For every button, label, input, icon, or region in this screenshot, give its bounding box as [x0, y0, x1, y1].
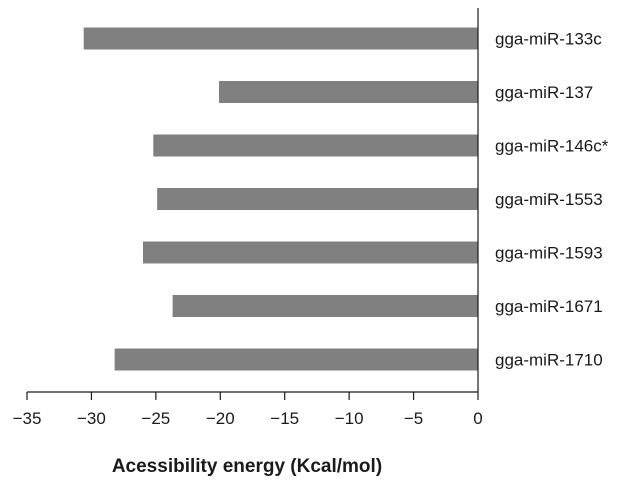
x-tick-label: −10	[335, 409, 364, 428]
x-tick-label: 0	[473, 409, 482, 428]
x-tick-label: −35	[13, 409, 42, 428]
bar-gga-mir-137	[218, 81, 479, 103]
category-label: gga-miR-1553	[495, 190, 603, 209]
category-label: gga-miR-137	[495, 83, 593, 102]
category-label: gga-miR-1710	[495, 351, 603, 370]
x-tick-label: −30	[77, 409, 106, 428]
x-axis-title: Acessibility energy (Kcal/mol)	[112, 456, 382, 477]
x-tick-label: −25	[141, 409, 170, 428]
category-label: gga-miR-146c*	[495, 137, 609, 156]
bar-gga-mir-1671	[172, 295, 478, 317]
bar-gga-mir-133c	[83, 27, 478, 50]
x-tick-label: −15	[270, 409, 299, 428]
category-labels-group: gga-miR-133c gga-miR-137 gga-miR-146c* gga-…	[495, 30, 609, 370]
bar-gga-mir-146c	[153, 134, 478, 157]
bar-gga-mir-1553	[157, 188, 478, 210]
category-label: gga-miR-1671	[495, 297, 603, 316]
x-tick-label: −20	[206, 409, 235, 428]
bar-gga-mir-1710	[114, 348, 478, 371]
x-ticks-group: −35 −30 −25 −20 −15 −10 −5 0	[13, 392, 483, 428]
bar-gga-mir-1593	[142, 241, 478, 264]
category-label: gga-miR-133c	[495, 30, 602, 49]
bars-group	[83, 27, 479, 371]
category-label: gga-miR-1593	[495, 244, 603, 263]
x-tick-label: −5	[404, 409, 423, 428]
